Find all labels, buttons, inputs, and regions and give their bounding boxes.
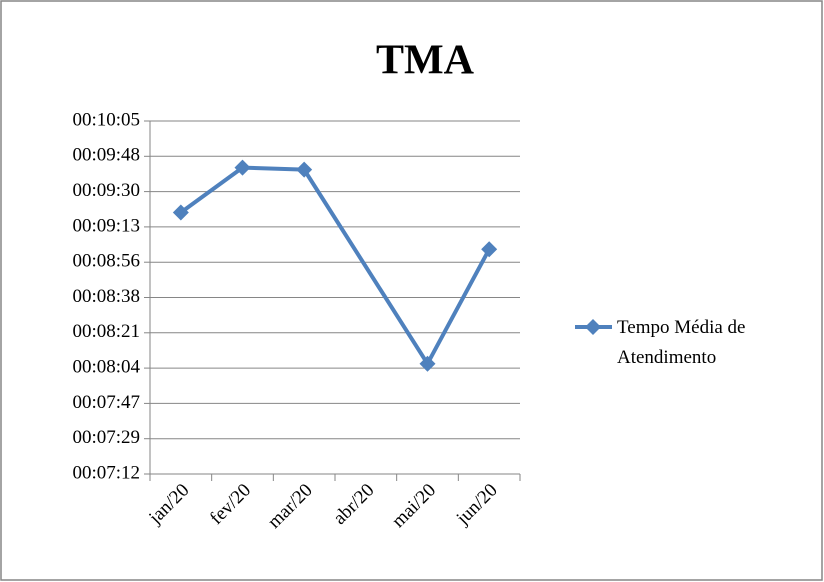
y-tick-label: 00:10:05 — [72, 109, 140, 130]
y-tick-label: 00:07:12 — [72, 462, 140, 483]
chart-title: TMA — [376, 38, 475, 84]
data-point — [481, 241, 498, 258]
y-tick-label: 00:08:56 — [72, 251, 140, 272]
legend-marker — [585, 319, 601, 335]
data-point — [234, 159, 251, 176]
data-point — [296, 161, 313, 178]
y-tick-label: 00:09:48 — [72, 145, 140, 166]
legend-label: Tempo Média de Atendimento — [617, 317, 746, 368]
y-tick-label: 00:08:21 — [72, 321, 140, 342]
y-tick-label: 00:08:38 — [72, 286, 140, 307]
y-tick-label: 00:07:29 — [72, 427, 140, 448]
y-tick-label: 00:07:47 — [72, 392, 140, 413]
y-tick-label: 00:09:13 — [72, 215, 140, 236]
data-point — [172, 204, 189, 221]
y-tick-label: 00:09:30 — [72, 180, 140, 201]
y-tick-label: 00:08:04 — [72, 356, 140, 377]
data-point — [419, 355, 436, 372]
